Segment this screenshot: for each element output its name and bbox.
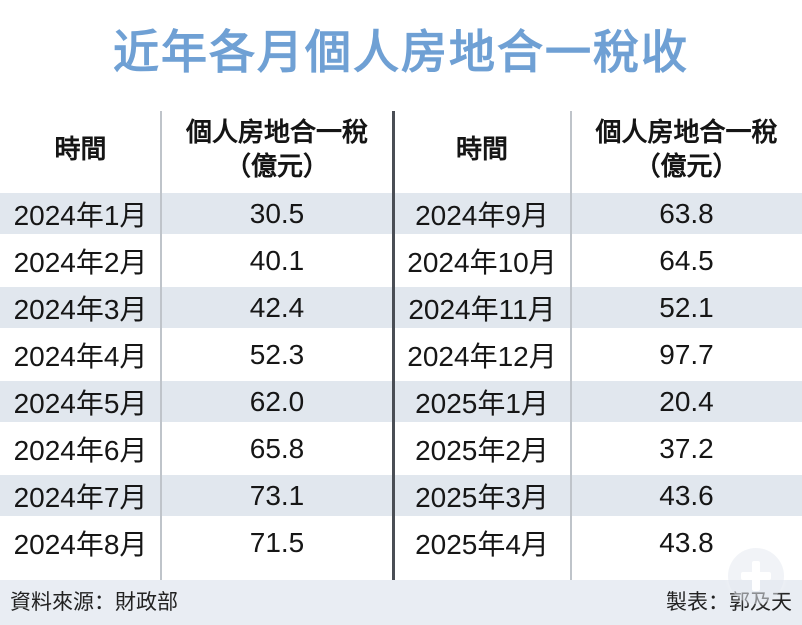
- cell-time-right: 2025年3月: [415, 481, 549, 513]
- plus-icon[interactable]: [728, 548, 784, 604]
- cell-time-left: 2024年8月: [13, 528, 148, 560]
- cell-value-left: 73.1: [249, 479, 305, 511]
- table-row: 2024年5月 62.0 2025年1月 20.4: [0, 378, 802, 425]
- cell-time-left: 2024年1月: [13, 199, 148, 231]
- cell-value-right: 52.1: [659, 291, 714, 323]
- header-tax-left-line1: 個人房地合一稅: [185, 117, 368, 148]
- header-time-right: 時間: [455, 134, 508, 165]
- cell-value-left: 52.3: [249, 338, 305, 370]
- header-tax-right-line1: 個人房地合一稅: [595, 117, 778, 148]
- cell-time-right: 2024年9月: [415, 199, 549, 231]
- cell-time-right: 2025年2月: [415, 434, 549, 466]
- cell-value-left: 65.8: [249, 432, 305, 464]
- header-tax-left: 個人房地合一稅 （億元）: [161, 110, 393, 190]
- cell-value-right: 20.4: [659, 385, 714, 417]
- table-header-row: 時間 個人房地合一稅 （億元） 時間 個人房地合一稅 （億元）: [0, 110, 802, 190]
- cell-value-left: 71.5: [249, 526, 305, 558]
- center-divider: [392, 111, 395, 580]
- cell-time-left: 2024年6月: [13, 434, 148, 466]
- cell-time-left: 2024年5月: [13, 387, 148, 419]
- cell-time-right: 2024年10月: [407, 246, 557, 278]
- header-tax-left-line2: （億元）: [224, 151, 329, 181]
- table-row: 2024年8月 71.5 2025年4月 43.8: [0, 519, 802, 566]
- table-row: 2024年4月 52.3 2024年12月 97.7: [0, 331, 802, 378]
- tax-table: 時間 個人房地合一稅 （億元） 時間 個人房地合一稅 （億元） 2024年1月 3…: [0, 110, 802, 580]
- cell-time-right: 2024年11月: [408, 293, 556, 325]
- page-title: 近年各月個人房地合一稅收: [113, 26, 689, 78]
- cell-time-left: 2024年7月: [13, 481, 148, 513]
- cell-time-right: 2024年12月: [407, 340, 557, 372]
- table-body: 2024年1月 30.5 2024年9月 63.8 2024年2月 40.1 2024年10…: [0, 190, 802, 566]
- cell-value-left: 42.4: [249, 291, 305, 323]
- cell-value-right: 63.8: [659, 197, 714, 229]
- cell-time-right: 2025年1月: [415, 387, 549, 419]
- table-row: 2024年6月 65.8 2025年2月 37.2: [0, 425, 802, 472]
- cell-time-left: 2024年4月: [13, 340, 148, 372]
- header-time-left: 時間: [54, 134, 107, 165]
- table-row: 2024年2月 40.1 2024年10月 64.5: [0, 237, 802, 284]
- cell-value-left: 40.1: [249, 244, 305, 276]
- header-tax-right: 個人房地合一稅 （億元）: [571, 110, 802, 190]
- cell-value-right: 64.5: [659, 244, 714, 276]
- footer-bar: 資料來源：財政部 製表：郭及天: [0, 580, 802, 625]
- table-row: 2024年3月 42.4 2024年11月 52.1: [0, 284, 802, 331]
- cell-value-right: 37.2: [659, 432, 714, 464]
- cell-time-left: 2024年2月: [13, 246, 148, 278]
- cell-time-right: 2025年4月: [415, 528, 549, 560]
- cell-value-left: 30.5: [249, 197, 305, 229]
- cell-value-left: 62.0: [249, 385, 305, 417]
- cell-time-left: 2024年3月: [13, 293, 148, 325]
- table-row: 2024年7月 73.1 2025年3月 43.6: [0, 472, 802, 519]
- cell-value-right: 43.6: [659, 479, 714, 511]
- source-label: 資料來源：財政部: [10, 590, 178, 614]
- column-divider-left: [160, 111, 162, 580]
- header-tax-right-line2: （億元）: [634, 151, 739, 181]
- cell-value-right: 43.8: [659, 526, 714, 558]
- column-divider-right: [570, 111, 572, 580]
- table-row: 2024年1月 30.5 2024年9月 63.8: [0, 190, 802, 237]
- cell-value-right: 97.7: [659, 338, 714, 370]
